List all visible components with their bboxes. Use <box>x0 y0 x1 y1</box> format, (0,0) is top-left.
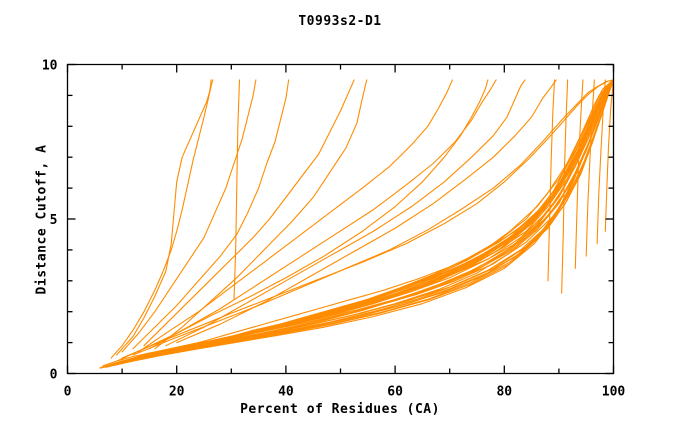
series-line <box>132 79 615 360</box>
series-line <box>547 79 556 282</box>
series-line <box>116 79 489 362</box>
series-line <box>132 79 615 361</box>
series-line <box>116 79 212 356</box>
y-tick-label: 5 <box>50 213 58 228</box>
series-line <box>176 79 557 344</box>
series-line <box>102 79 615 367</box>
series-line <box>574 79 584 269</box>
series-line <box>110 79 214 359</box>
series-line <box>148 79 497 350</box>
series-line <box>121 79 257 353</box>
series-layer <box>99 79 615 369</box>
series-line <box>596 79 606 245</box>
series-line <box>132 79 615 356</box>
tick-label-layer: 0 20 40 60 80 100 0 5 10 <box>42 59 626 400</box>
x-tick-label: 20 <box>169 385 185 400</box>
series-line <box>165 79 526 347</box>
x-tick-label: 100 <box>602 385 626 400</box>
series-line <box>233 79 241 300</box>
x-tick-label: 60 <box>387 385 403 400</box>
x-axis-label: Percent of Residues (CA) <box>240 402 440 417</box>
series-line <box>143 79 355 347</box>
x-tick-label: 0 <box>64 385 72 400</box>
y-tick-label: 0 <box>50 368 58 383</box>
series-line <box>561 79 569 294</box>
x-tick-label: 80 <box>496 385 512 400</box>
series-line <box>585 79 595 257</box>
axis-layer <box>66 63 615 375</box>
x-tick-label: 40 <box>278 385 294 400</box>
series-line <box>132 79 290 350</box>
series-line <box>137 79 453 353</box>
series-line <box>107 79 615 367</box>
series-line <box>121 79 615 359</box>
chart-title: T0993s2-D1 <box>298 14 382 29</box>
y-tick-label: 10 <box>42 59 58 74</box>
series-line <box>604 79 615 232</box>
